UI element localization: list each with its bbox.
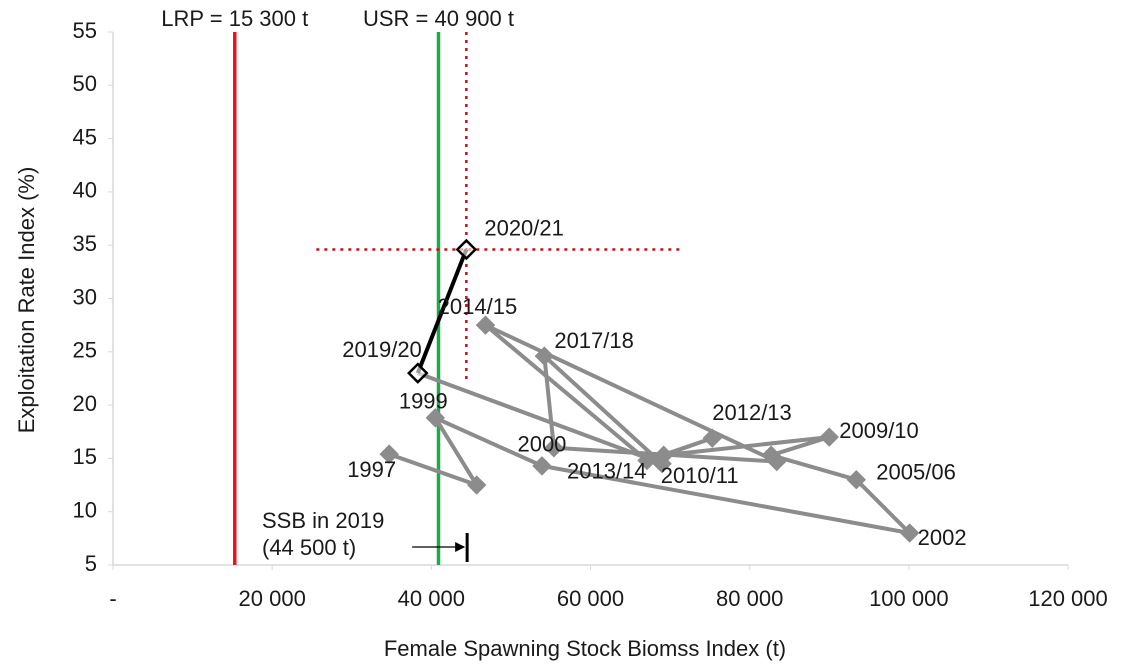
point-label: 1999: [399, 389, 448, 414]
point-label: 1997: [347, 457, 396, 482]
point: [532, 456, 552, 476]
point: [544, 438, 564, 458]
point: [475, 315, 496, 335]
point-label: 2019/20: [342, 337, 422, 362]
point-label: 2012/13: [712, 400, 792, 425]
point-label: 2010/11: [661, 463, 739, 488]
y-tick-label: 20: [73, 391, 97, 416]
x-axis-title: Female Spawning Stock Biomss Index (t): [384, 636, 786, 661]
y-tick-label: 40: [73, 178, 97, 203]
point-label: 2002: [918, 525, 967, 550]
point-label: 2009/10: [839, 418, 919, 443]
point: [702, 428, 722, 448]
point: [534, 346, 555, 366]
point: [899, 523, 920, 543]
point-label: 2013/14: [567, 458, 647, 483]
annotation-text: (44 500 t): [262, 535, 356, 560]
x-tick-label: 80 000: [716, 586, 783, 611]
y-tick-label: 55: [73, 18, 97, 43]
point: [425, 408, 446, 428]
y-tick-label: 35: [73, 231, 97, 256]
x-tick-label: -: [109, 586, 116, 611]
point: [846, 470, 867, 490]
point: [379, 444, 399, 464]
point-label: 2000: [517, 432, 566, 457]
annotation-arrowhead: [455, 542, 466, 552]
annotation-text: SSB in 2019: [262, 508, 384, 533]
point-label: 2014/15: [438, 294, 518, 319]
point: [407, 362, 429, 384]
reference-label: LRP = 15 300 t: [161, 6, 308, 31]
point: [455, 238, 478, 261]
y-axis-title: Exploitation Rate Index (%): [14, 167, 39, 434]
reference-label: USR = 40 900 t: [363, 6, 514, 31]
y-tick-label: 50: [73, 71, 97, 96]
x-tick-label: 60 000: [557, 586, 624, 611]
x-tick-label: 20 000: [239, 586, 306, 611]
point-label: 2017/18: [554, 328, 634, 353]
point: [652, 454, 672, 474]
point: [637, 450, 657, 471]
x-tick-label: 100 000: [869, 586, 949, 611]
point-label: 2005/06: [876, 460, 956, 485]
y-tick-label: 45: [73, 124, 97, 149]
x-tick-label: 40 000: [398, 586, 465, 611]
point: [767, 451, 787, 472]
y-tick-label: 5: [85, 551, 97, 576]
point-label: 2020/21: [484, 215, 564, 240]
x-tick-label: 120 000: [1028, 586, 1108, 611]
y-tick-label: 10: [73, 498, 97, 523]
point: [466, 475, 487, 495]
y-tick-label: 30: [73, 284, 97, 309]
y-tick-label: 25: [73, 338, 97, 363]
recent-line: [415, 248, 469, 374]
trajectory-line: [388, 323, 912, 536]
point: [819, 427, 839, 447]
y-tick-label: 15: [73, 444, 97, 469]
